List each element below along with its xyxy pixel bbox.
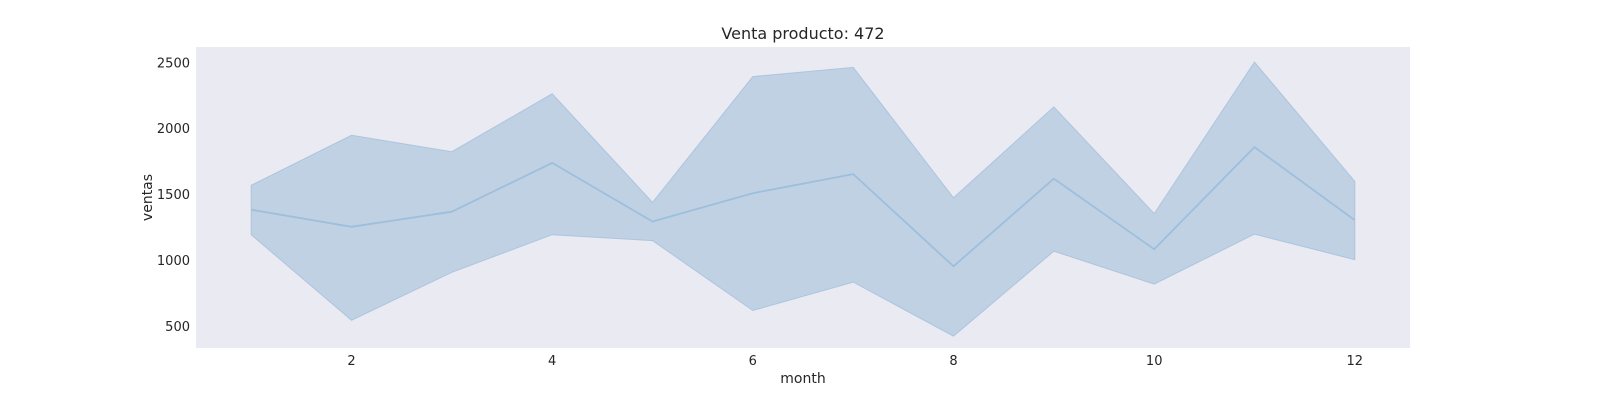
data-point bbox=[652, 221, 654, 223]
data-point bbox=[1354, 219, 1356, 221]
x-axis-label: month bbox=[780, 371, 825, 387]
data-point bbox=[250, 209, 252, 211]
data-point bbox=[1153, 248, 1155, 250]
y-tick-label: 500 bbox=[165, 320, 190, 335]
data-point bbox=[852, 173, 854, 175]
y-tick-label: 2500 bbox=[157, 56, 190, 71]
x-tick-label: 12 bbox=[1347, 354, 1364, 369]
y-tick-label: 1500 bbox=[157, 188, 190, 203]
series-line-0 bbox=[251, 145, 1356, 268]
y-tick-label: 2000 bbox=[157, 122, 190, 137]
x-tick-label: 6 bbox=[749, 354, 757, 369]
confidence-band-0 bbox=[250, 61, 1356, 337]
y-tick-label: 1000 bbox=[157, 254, 190, 269]
x-axis: 2 4 6 8 10 12 bbox=[347, 354, 1363, 369]
y-axis-label: ventas bbox=[140, 174, 156, 221]
data-point bbox=[451, 211, 453, 213]
x-tick-label: 2 bbox=[347, 354, 355, 369]
chart-title: Venta producto: 472 bbox=[721, 24, 884, 43]
data-point bbox=[1053, 178, 1055, 180]
x-tick-label: 4 bbox=[548, 354, 556, 369]
data-point bbox=[953, 265, 955, 267]
x-tick-label: 8 bbox=[949, 354, 957, 369]
data-point bbox=[351, 226, 353, 228]
x-tick-label: 10 bbox=[1146, 354, 1163, 369]
data-point bbox=[752, 192, 754, 194]
data-point bbox=[1254, 146, 1256, 148]
data-point bbox=[551, 162, 553, 164]
y-axis: 500 1000 1500 2000 2500 bbox=[157, 56, 190, 335]
